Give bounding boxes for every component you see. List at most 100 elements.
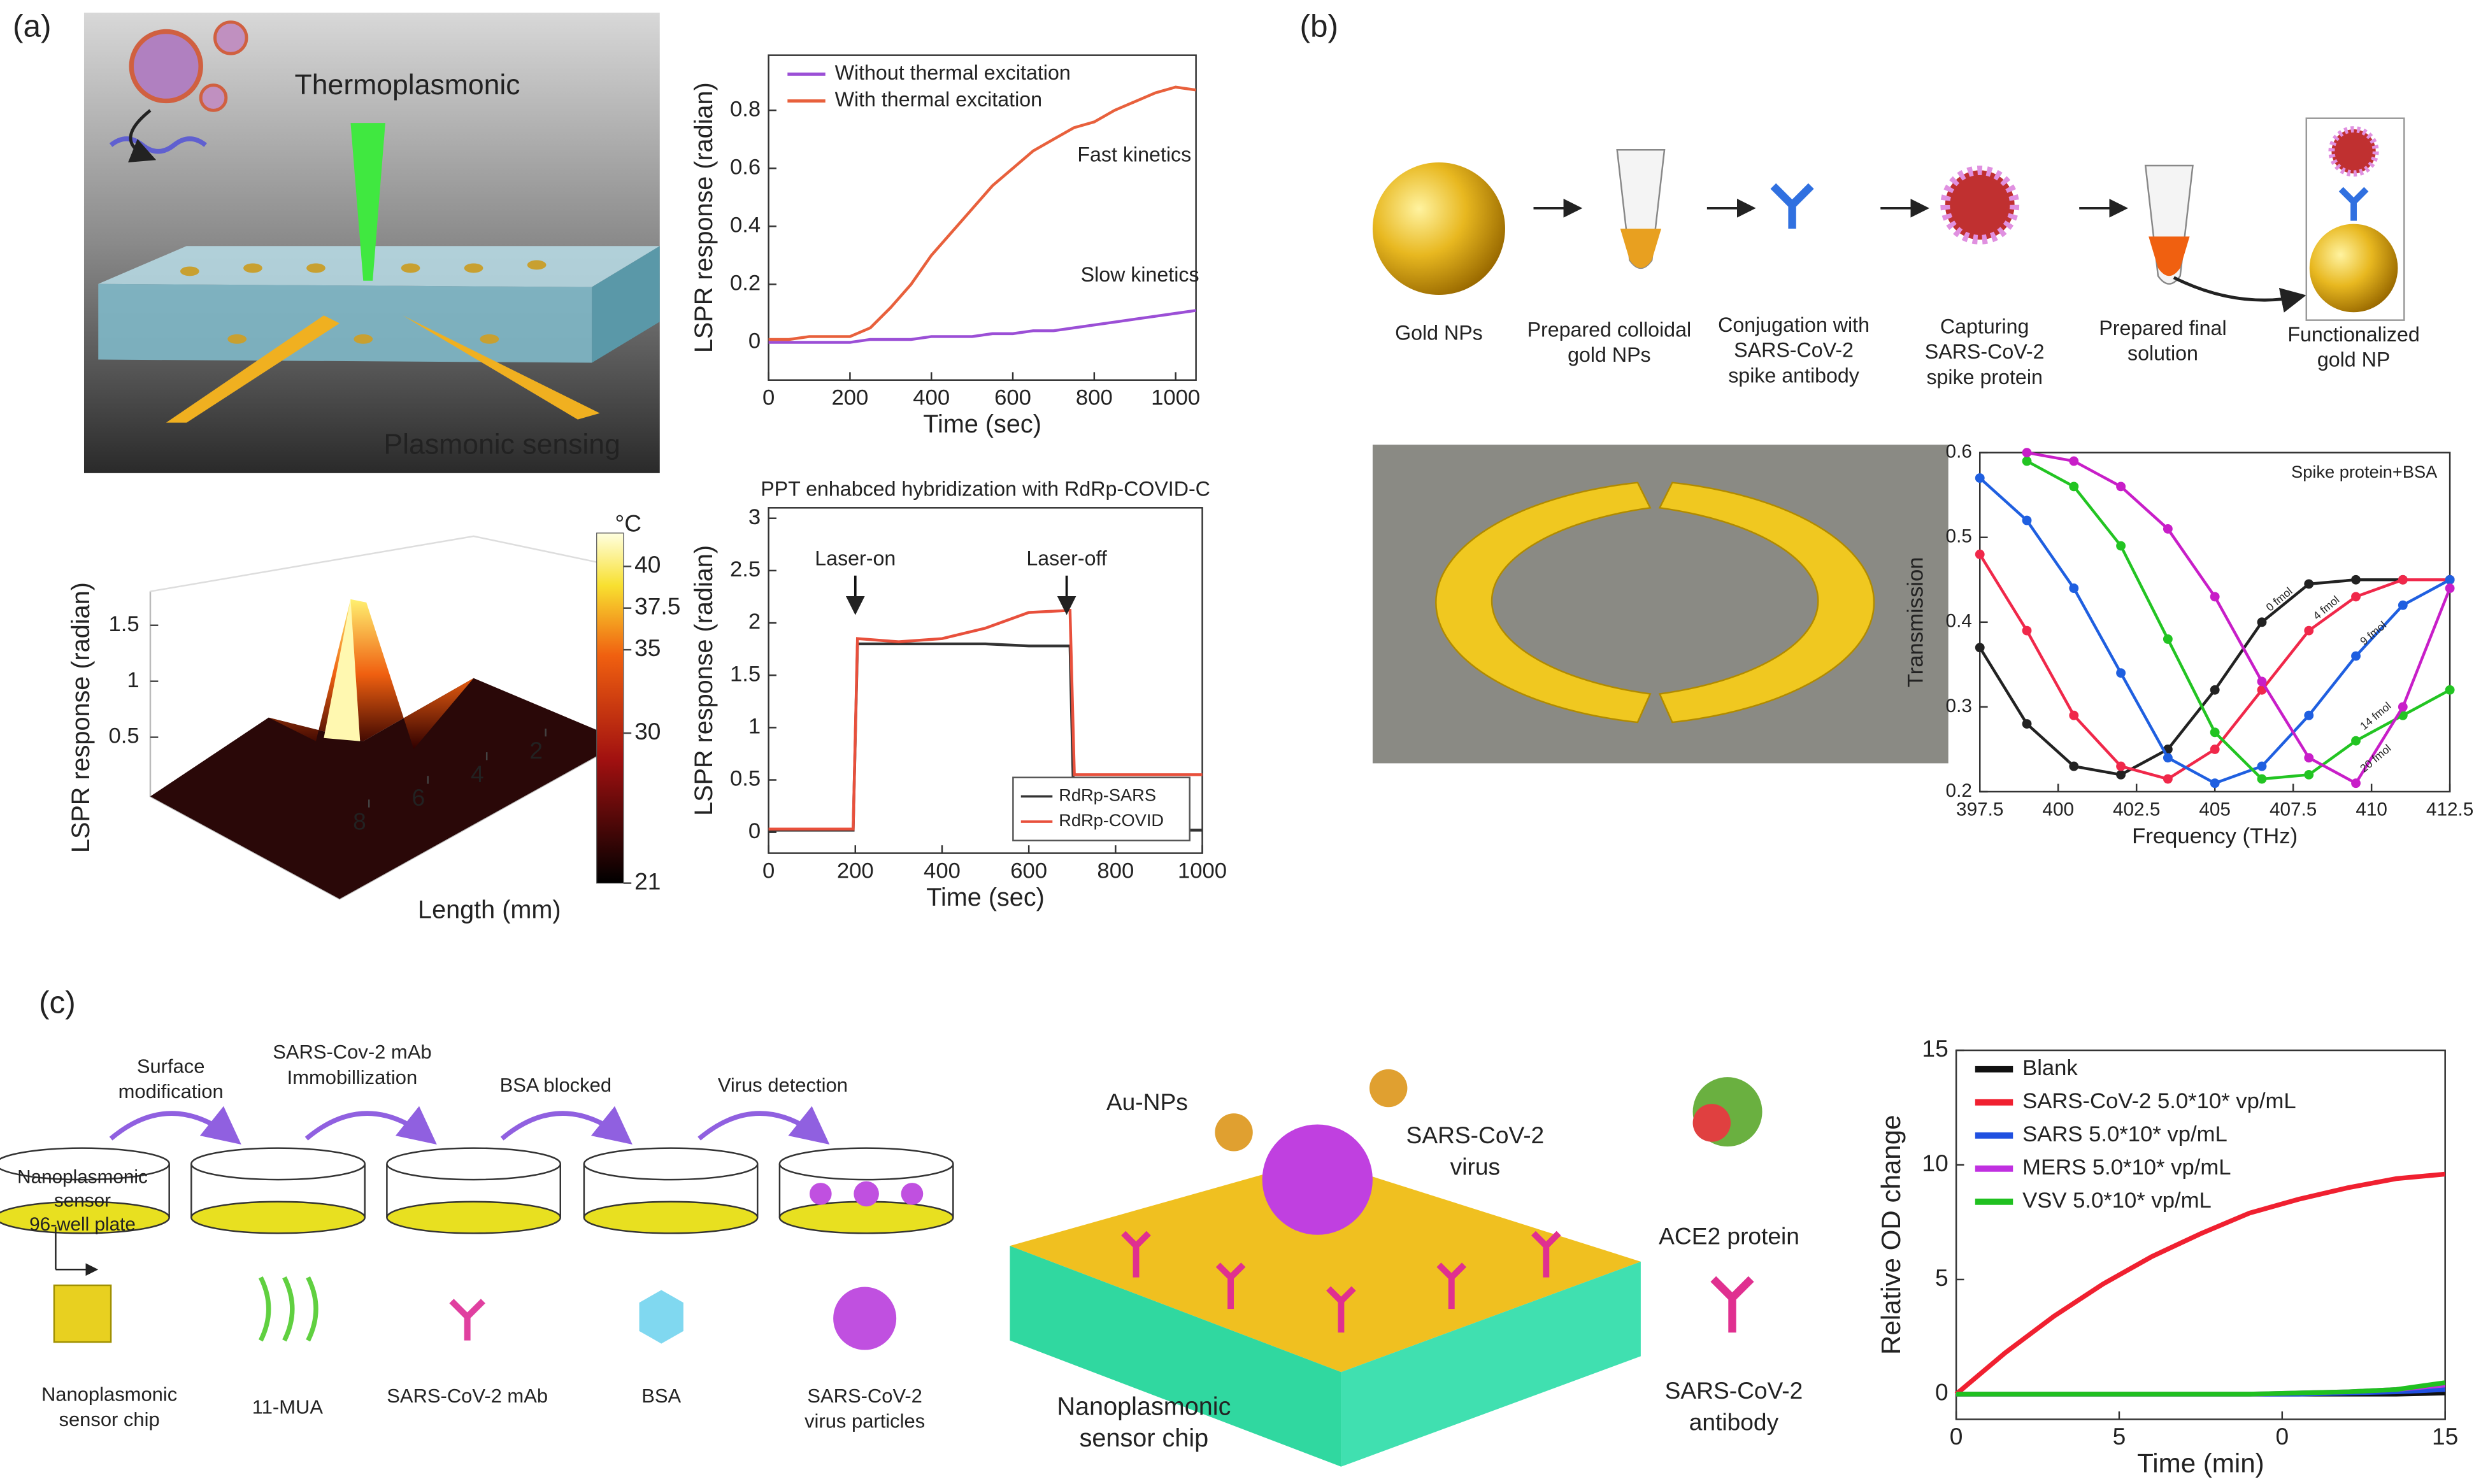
series-line (2026, 459, 2451, 781)
length-tick-label: 6 (412, 784, 425, 811)
legend-label: 11-MUA (252, 1395, 324, 1418)
x-tick-label: 1000 (1151, 386, 1200, 410)
x-axis-label: Frequency (THz) (2132, 824, 2298, 848)
x-tick-label: 412.5 (2426, 799, 2473, 820)
y-tick-label: 0 (748, 819, 761, 843)
panel-a-scheme (83, 12, 660, 473)
x-tick-label: 15 (2432, 1423, 2458, 1450)
x-axis-label: Time (min) (2137, 1448, 2264, 1478)
x-tick-label: 1000 (1178, 859, 1227, 883)
y-tick-label: 0.2 (1946, 780, 1972, 801)
x-tick-label: 200 (837, 859, 874, 883)
step-label: gold NPs (1568, 343, 1651, 366)
legend-label: RdRp-COVID (1059, 810, 1164, 830)
legend-label: SARS-CoV-2 5.0*10* vp/mL (2022, 1089, 2296, 1113)
scheme-label: ACE2 protein (1659, 1223, 1799, 1250)
axis-label: LSPR response (radian) (67, 582, 95, 853)
series-line (768, 85, 1196, 341)
data-point (2022, 448, 2032, 458)
z-tick-label: 1 (127, 668, 139, 692)
x-tick-label: 5 (2113, 1423, 2126, 1450)
dynamic-layer: (a) (b) (c) Thermoplasmonic Plasmonic sensin… (13, 9, 2473, 1478)
panel-c-scheme (0, 1069, 1763, 1467)
y-tick-label: 15 (1922, 1035, 1948, 1062)
x-tick-label: 400 (2042, 799, 2074, 820)
y-tick-label: 0.3 (1946, 696, 1972, 717)
step-label: SARS-CoV-2 (1734, 339, 1854, 362)
colorbar-unit: °C (615, 510, 641, 536)
legend-label: Nanoplasmonic (41, 1383, 177, 1406)
x-tick-label: 410 (2356, 799, 2387, 820)
colorbar-tick-label: 35 (634, 634, 661, 661)
x-tick-label: 0 (762, 386, 775, 410)
legend-label: BSA (641, 1385, 681, 1407)
y-axis-label: Relative OD change (1876, 1115, 1906, 1355)
series-line (2026, 451, 2452, 785)
x-tick-label: 405 (2199, 799, 2231, 820)
y-tick-label: 5 (1935, 1264, 1948, 1291)
x-tick-label: 600 (1010, 859, 1047, 883)
step-label: spike protein (1926, 366, 2042, 389)
colorbar-tick-label: 37.5 (634, 593, 680, 620)
y-axis-label: Transmission (1903, 557, 1927, 687)
scheme-label: virus (1450, 1153, 1500, 1180)
plate-label: Nanoplasmonic (17, 1166, 148, 1187)
step-label: Capturing (1940, 315, 2029, 338)
scheme-label: Plasmonic sensing (383, 429, 620, 460)
scheme-label: antibody (1689, 1409, 1779, 1436)
step-label: Prepared final (2099, 317, 2226, 339)
legend-label: Blank (2022, 1056, 2078, 1080)
step-label: Conjugation with (1718, 313, 1870, 336)
x-axis-label: Time (sec) (926, 883, 1045, 911)
x-tick-label: 400 (913, 386, 950, 410)
series-line (768, 608, 1203, 831)
plot-frame (768, 54, 1197, 381)
step-label: SARS-CoV-2 (1925, 340, 2045, 363)
y-tick-label: 0.6 (1946, 441, 1972, 462)
scheme-label: SARS-CoV-2 (1406, 1122, 1545, 1148)
y-tick-label: 0.5 (1946, 526, 1972, 547)
y-tick-label: 0.6 (730, 155, 761, 179)
series-line (1978, 553, 2450, 781)
annotation: Slow kinetics (1081, 263, 1199, 286)
x-tick-label: 200 (832, 386, 869, 410)
y-tick-label: 2 (748, 610, 761, 634)
legend-label: Without thermal excitation (835, 61, 1071, 84)
step-label: solution (2127, 342, 2198, 365)
series-line (1954, 1171, 2446, 1396)
length-tick-label: 2 (529, 737, 543, 764)
y-axis-label: LSPR response (radian) (690, 82, 718, 353)
panel-a-surface (149, 532, 624, 900)
series-line (1978, 476, 2451, 785)
length-tick-label: 8 (353, 808, 366, 834)
legend-frame (1012, 776, 1191, 841)
step-label: Immobillization (287, 1066, 418, 1088)
y-tick-label: 0 (1935, 1379, 1948, 1406)
x-tick-label: 407.5 (2270, 799, 2317, 820)
step-label: SARS-Cov-2 mAb (273, 1041, 431, 1063)
x-tick-label: 397.5 (1956, 799, 2003, 820)
chart-title: PPT enhabced hybridization with RdRp-COV… (761, 478, 1210, 501)
legend-label: virus particles (804, 1410, 925, 1432)
y-tick-label: 0.5 (730, 767, 761, 791)
scheme-label: Au-NPs (1106, 1088, 1188, 1115)
x-tick-label: 800 (1076, 386, 1113, 410)
step-label: Prepared colloidal (1527, 318, 1692, 341)
annotation: Fast kinetics (1077, 143, 1191, 166)
y-axis-label: LSPR response (radian) (690, 545, 718, 816)
y-tick-label: 1.5 (730, 662, 761, 686)
x-tick-label: 0 (2275, 1423, 2289, 1450)
scheme-label: Nanoplasmonic (1057, 1393, 1231, 1421)
panel-b-scheme (1372, 117, 2405, 764)
y-tick-label: 0.4 (1946, 611, 1972, 632)
series-line (1956, 1380, 2446, 1397)
legend-label: sensor chip (59, 1408, 159, 1430)
step-label: Gold NPs (1395, 321, 1483, 344)
x-tick-label: 800 (1097, 859, 1134, 883)
scheme-label: Thermoplasmonic (295, 69, 520, 101)
step-label: Surface (137, 1055, 205, 1077)
x-axis-label: Time (sec) (923, 410, 1041, 438)
legend-label: SARS-CoV-2 mAb (387, 1385, 548, 1407)
z-tick-label: 0.5 (108, 724, 139, 748)
z-tick-label: 1.5 (108, 612, 139, 636)
